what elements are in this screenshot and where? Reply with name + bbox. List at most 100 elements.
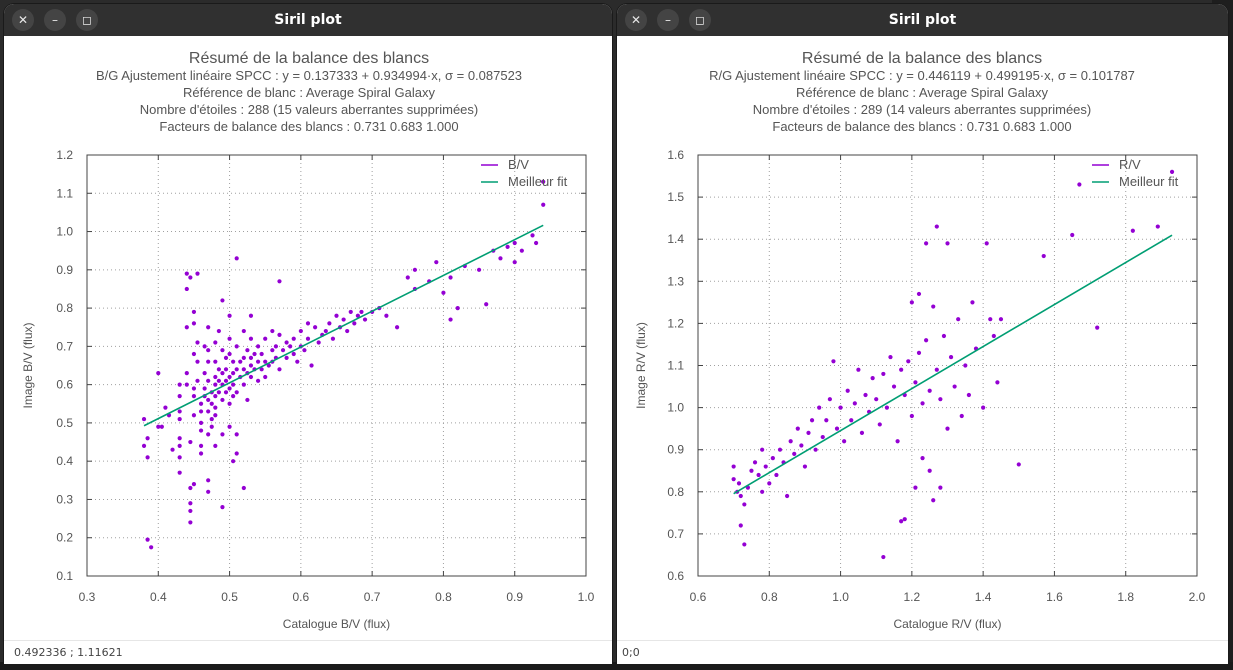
- data-point: [541, 202, 546, 207]
- data-point: [991, 333, 996, 339]
- data-point: [498, 256, 503, 261]
- data-point: [220, 432, 225, 437]
- maximize-button[interactable]: ◻: [76, 9, 98, 31]
- data-point: [234, 256, 239, 261]
- data-point: [806, 430, 811, 435]
- y-tick-label: 0.4: [56, 454, 73, 468]
- status-bar: 0.492336 ; 1.11621: [4, 640, 612, 664]
- data-point: [934, 224, 939, 229]
- data-point: [284, 340, 289, 345]
- data-point: [731, 464, 736, 469]
- data-point: [177, 470, 182, 475]
- plot-window-right[interactable]: ✕ – ◻ Siril plot Résumé de la balance de…: [617, 4, 1228, 664]
- data-point: [874, 397, 879, 402]
- data-point: [177, 436, 182, 441]
- data-point: [334, 313, 339, 318]
- data-point: [849, 418, 854, 423]
- data-point: [141, 443, 147, 448]
- data-point: [448, 317, 453, 322]
- data-point: [252, 351, 257, 357]
- data-point: [512, 240, 517, 246]
- data-point: [1155, 224, 1160, 229]
- data-point: [270, 328, 275, 334]
- y-tick-label: 0.8: [56, 301, 73, 315]
- data-point: [188, 275, 193, 280]
- data-point: [206, 397, 211, 403]
- data-point: [988, 317, 993, 322]
- data-point: [870, 376, 875, 381]
- data-point: [817, 405, 822, 410]
- data-point: [234, 367, 239, 372]
- y-tick-label: 1.4: [667, 232, 684, 246]
- window-title: Siril plot: [888, 12, 957, 28]
- data-point: [188, 520, 193, 525]
- y-tick-label: 1.6: [667, 148, 684, 162]
- close-icon: ✕: [17, 13, 29, 27]
- y-tick-label: 1.2: [56, 148, 73, 162]
- minimize-button[interactable]: –: [44, 9, 66, 31]
- minimize-button[interactable]: –: [657, 9, 679, 31]
- data-point: [227, 424, 232, 429]
- data-point: [184, 371, 189, 376]
- y-tick-label: 0.5: [56, 416, 73, 430]
- titlebar[interactable]: ✕ – ◻ Siril plot: [4, 4, 612, 36]
- data-point: [355, 313, 360, 318]
- data-point: [777, 447, 783, 452]
- data-point: [184, 382, 189, 387]
- data-point: [177, 416, 182, 422]
- data-point: [934, 367, 939, 372]
- plot-area[interactable]: Résumé de la balance des blancs R/G Ajust…: [617, 36, 1228, 664]
- data-point: [206, 478, 211, 483]
- data-point: [505, 244, 510, 249]
- data-point: [206, 378, 211, 383]
- data-point: [270, 348, 275, 353]
- data-point: [231, 459, 236, 464]
- data-point: [938, 485, 943, 490]
- data-point: [145, 436, 150, 441]
- data-point: [188, 501, 193, 506]
- data-point: [945, 241, 950, 246]
- data-point: [770, 456, 775, 461]
- chart-subtitle: Référence de blanc : Average Spiral Gala…: [183, 85, 435, 100]
- data-point: [177, 443, 182, 448]
- data-point: [788, 439, 793, 444]
- data-point: [291, 336, 296, 341]
- close-button[interactable]: ✕: [12, 9, 34, 31]
- data-point: [156, 424, 161, 429]
- data-point: [206, 489, 211, 494]
- minimize-icon: –: [52, 13, 58, 27]
- data-point: [913, 380, 918, 385]
- data-point: [984, 241, 989, 246]
- maximize-button[interactable]: ◻: [689, 9, 711, 31]
- data-point: [802, 464, 808, 469]
- y-tick-label: 0.9: [56, 263, 73, 277]
- data-point: [484, 302, 489, 307]
- data-point: [188, 439, 193, 445]
- y-tick-label: 1.5: [667, 190, 684, 204]
- chart-title: Résumé de la balance des blancs: [802, 50, 1042, 67]
- data-point: [213, 374, 218, 380]
- data-point: [231, 359, 236, 364]
- close-button[interactable]: ✕: [625, 9, 647, 31]
- data-point: [248, 374, 254, 380]
- x-axis-label: Catalogue B/V (flux): [283, 617, 390, 631]
- data-point: [541, 179, 546, 184]
- plot-area[interactable]: Résumé de la balance des blancs B/G Ajust…: [4, 36, 612, 664]
- legend-label: B/V: [508, 157, 529, 172]
- data-point: [156, 371, 161, 376]
- data-point: [831, 359, 836, 364]
- titlebar[interactable]: ✕ – ◻ Siril plot: [617, 4, 1228, 36]
- data-point: [209, 401, 214, 406]
- y-axis-label: Image B/V (flux): [21, 322, 35, 408]
- data-point: [877, 422, 882, 427]
- data-point: [198, 420, 204, 426]
- close-icon: ✕: [630, 13, 642, 27]
- data-point: [842, 439, 847, 444]
- data-point: [1169, 169, 1175, 174]
- data-point: [981, 405, 986, 410]
- data-point: [248, 313, 254, 318]
- data-point: [448, 275, 453, 280]
- plot-window-left[interactable]: ✕ – ◻ Siril plot Résumé de la balance de…: [4, 4, 612, 664]
